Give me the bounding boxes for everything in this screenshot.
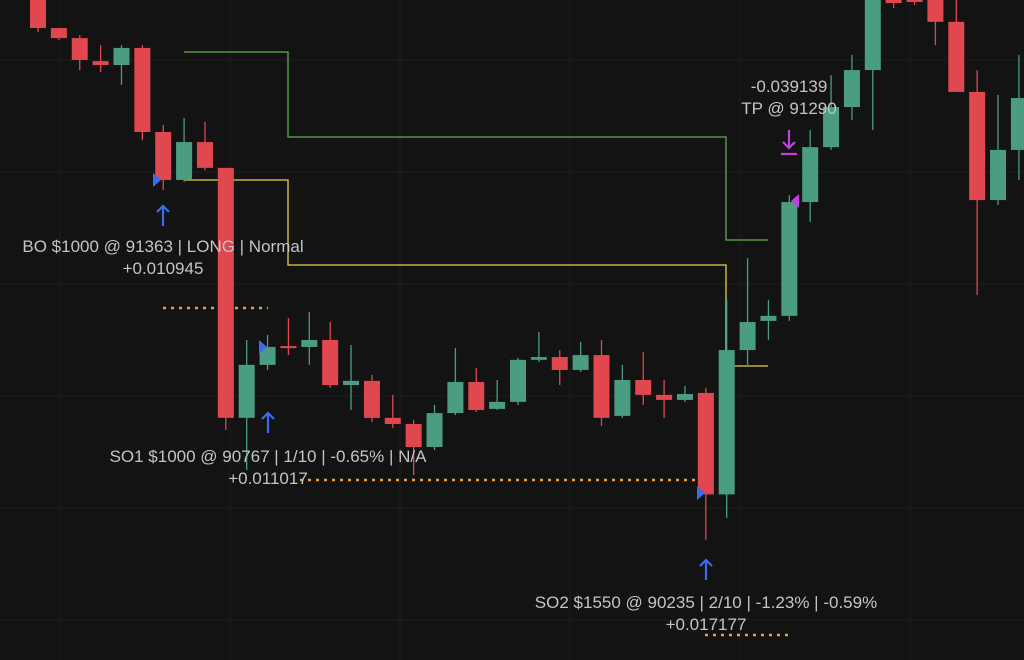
candle-body [697, 392, 714, 495]
candle-body [113, 47, 130, 66]
candle-body [384, 417, 401, 425]
candle-body [176, 142, 193, 180]
candle-body [238, 364, 255, 418]
candle-body [760, 315, 777, 321]
candles [30, 0, 1024, 540]
candle-body [906, 0, 923, 2]
candle-body [363, 380, 380, 418]
exit-marker [791, 194, 799, 208]
entry-marker [153, 173, 161, 187]
candle-body [30, 0, 46, 29]
candle-body [405, 424, 422, 448]
buy-arrow [699, 558, 713, 580]
candle-body [71, 38, 88, 60]
candle-body [802, 147, 819, 203]
annotation: +0.017177 [666, 615, 747, 634]
candle-body [468, 381, 485, 411]
candle-body [489, 401, 506, 409]
candle-body [656, 394, 673, 400]
candle-body [948, 21, 965, 92]
buy-arrow [261, 411, 275, 433]
candle-body [864, 0, 881, 71]
candle-body [426, 413, 443, 448]
candle-body [823, 107, 840, 148]
entry-marker [697, 486, 705, 500]
candle-body [50, 28, 67, 39]
annotation: SO1 $1000 @ 90767 | 1/10 | -0.65% | N/A [110, 447, 428, 466]
candle-body [551, 357, 568, 370]
annotation: +0.011017 [228, 469, 308, 488]
candle-body [635, 380, 652, 395]
take-profit-line [184, 51, 768, 241]
candle-body [92, 61, 109, 66]
candle-body [781, 202, 798, 316]
candle-body [510, 359, 527, 402]
candle-body [885, 0, 902, 4]
candle-body [259, 346, 276, 365]
entry-marker [259, 340, 267, 354]
annotation: TP @ 91290 [741, 99, 836, 118]
candle-body [280, 346, 297, 349]
candle-body [614, 380, 631, 416]
annotation: +0.010945 [123, 259, 204, 278]
candle-body [343, 380, 360, 386]
annotation: BO $1000 @ 91363 | LONG | Normal [22, 237, 303, 256]
candle-body [217, 167, 234, 418]
candle-body [1010, 98, 1024, 150]
candle-body [301, 339, 318, 347]
candle-body [843, 70, 860, 108]
candle-body [530, 357, 547, 360]
annotation: -0.039139 [751, 77, 828, 96]
buy-arrow [156, 204, 170, 226]
candle-body [155, 132, 172, 180]
candle-body [447, 381, 464, 414]
candle-body [927, 0, 944, 22]
candle-body [572, 355, 589, 370]
candle-body [322, 339, 339, 386]
markers [153, 130, 799, 580]
annotation: SO2 $1550 @ 90235 | 2/10 | -1.23% | -0.5… [535, 593, 877, 612]
sell-arrow [781, 130, 797, 156]
candle-body [969, 91, 986, 201]
candle-body [196, 142, 213, 168]
candle-body [990, 149, 1007, 201]
candle-body [739, 322, 756, 351]
candle-body [676, 394, 693, 400]
candle-body [593, 355, 610, 418]
candle-body [718, 350, 735, 495]
candle-body [134, 47, 151, 132]
